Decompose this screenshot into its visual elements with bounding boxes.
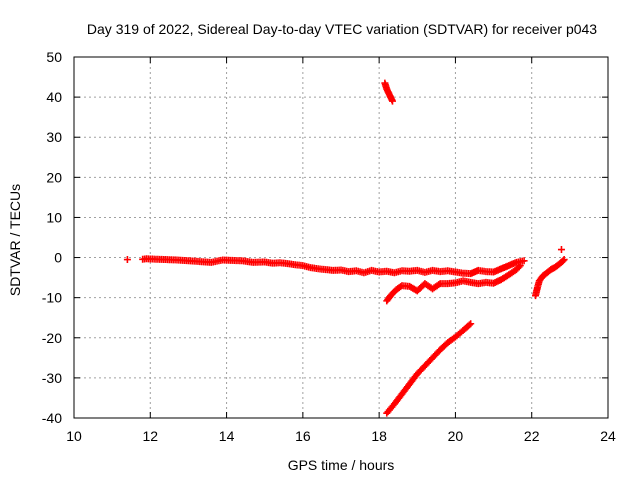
y-axis-label: SDTVAR / TECUs <box>7 184 23 296</box>
data-point <box>557 246 565 254</box>
data-point <box>467 320 475 328</box>
plot-frame <box>73 56 609 419</box>
y-tick-label: -30 <box>42 370 62 386</box>
grid-lines <box>74 57 608 418</box>
x-tick-label: 22 <box>524 428 540 444</box>
y-tick-label: 50 <box>46 49 62 65</box>
data-point <box>515 263 523 271</box>
data-markers <box>123 79 568 417</box>
y-tick-label: 20 <box>46 169 62 185</box>
x-tick-label: 12 <box>142 428 158 444</box>
data-point <box>123 256 131 264</box>
y-tick-label: 0 <box>54 250 62 266</box>
x-tick-label: 10 <box>66 428 82 444</box>
data-point <box>435 281 443 289</box>
y-tick-label: 30 <box>46 129 62 145</box>
x-tick-label: 20 <box>448 428 464 444</box>
y-tick-label: -10 <box>42 290 62 306</box>
y-tick-label: 40 <box>46 89 62 105</box>
chart-title: Day 319 of 2022, Sidereal Day-to-day VTE… <box>87 21 597 37</box>
y-tick-label: -20 <box>42 330 62 346</box>
data-point <box>516 262 524 270</box>
x-tick-label: 14 <box>219 428 235 444</box>
data-point <box>559 257 567 265</box>
y-tick-labels: -40 -30 -20 -10 0 10 20 30 40 50 <box>42 49 62 426</box>
data-point <box>465 321 473 329</box>
x-tick-label: 24 <box>600 428 616 444</box>
x-tick-label: 18 <box>371 428 387 444</box>
y-tick-label: -40 <box>42 410 62 426</box>
x-tick-label: 16 <box>295 428 311 444</box>
x-tick-labels: 10 12 14 16 18 20 22 24 <box>66 428 616 444</box>
data-point <box>388 97 396 105</box>
axis-ticks <box>73 56 609 419</box>
y-tick-label: 10 <box>46 209 62 225</box>
x-axis-label: GPS time / hours <box>288 457 395 473</box>
data-point <box>520 257 528 265</box>
data-point <box>560 256 568 264</box>
